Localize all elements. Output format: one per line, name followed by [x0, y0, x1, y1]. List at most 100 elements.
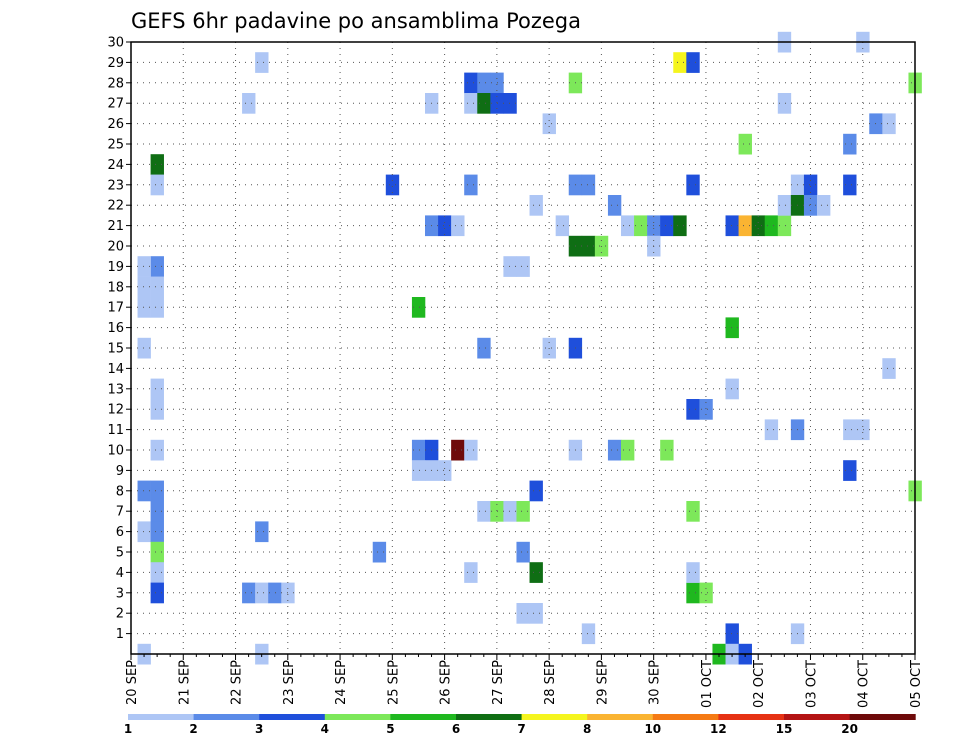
y-tick-label: 26	[107, 117, 124, 132]
precip-cell	[516, 603, 530, 624]
precip-cell	[503, 501, 517, 522]
precip-cell	[411, 297, 426, 318]
chart-title: GEFS 6hr padavine po ansamblima Pozega	[131, 9, 581, 33]
x-tick-label: 30 SEP	[648, 660, 663, 705]
precip-cell	[764, 215, 779, 237]
precip-cell	[451, 439, 465, 461]
precip-cell	[686, 501, 700, 522]
precip-cell	[150, 439, 164, 461]
y-tick-label: 12	[107, 403, 124, 418]
colorbar-label: 10	[644, 722, 661, 736]
precip-cell	[634, 215, 648, 237]
colorbar-swatch	[652, 714, 719, 720]
y-tick-label: 4	[116, 566, 124, 581]
colorbar-swatch	[784, 714, 851, 720]
x-tick-label: 26 SEP	[439, 660, 454, 705]
precip-cell	[150, 541, 164, 563]
precip-cell	[137, 337, 151, 359]
precip-cell	[242, 582, 256, 604]
precip-cell	[856, 419, 870, 441]
x-tick-label: 05 OCT	[909, 660, 924, 708]
y-tick-label: 11	[107, 423, 124, 438]
colorbar-label: 20	[841, 722, 858, 736]
precip-cell	[581, 235, 596, 257]
precip-cell	[464, 93, 478, 114]
y-tick-label: 6	[116, 525, 124, 540]
precip-cell	[660, 439, 674, 461]
precip-cell	[150, 378, 164, 400]
precip-cell	[268, 582, 282, 604]
colorbar-label: 1	[124, 722, 132, 736]
precip-cell	[817, 195, 831, 216]
precip-cell	[725, 317, 739, 339]
precip-cell	[150, 501, 164, 522]
precip-cell	[843, 174, 857, 196]
colorbar-swatch	[390, 714, 457, 720]
y-tick-label: 9	[116, 464, 124, 479]
colorbar-label: 12	[710, 722, 727, 736]
y-tick-label: 1	[116, 627, 124, 642]
y-tick-label: 16	[107, 321, 124, 336]
y-tick-label: 3	[116, 586, 124, 601]
colorbar-label: 15	[776, 722, 793, 736]
precip-cell	[385, 174, 400, 196]
precip-cell	[137, 480, 151, 502]
colorbar-swatch	[193, 714, 260, 720]
precip-cell	[464, 562, 478, 583]
precip-cell	[150, 521, 164, 543]
precip-cell	[503, 256, 517, 277]
colorbar-swatch	[128, 714, 195, 720]
y-tick-label: 13	[107, 382, 124, 397]
precip-cell	[673, 215, 687, 237]
precip-cell	[150, 480, 164, 502]
y-tick-label: 2	[116, 607, 124, 622]
precip-cell	[725, 623, 739, 645]
y-tick-label: 24	[107, 158, 124, 173]
colorbar-swatch	[456, 714, 523, 720]
y-tick-label: 8	[116, 484, 124, 499]
y-tick-label: 5	[116, 546, 124, 561]
precip-cell	[777, 93, 792, 114]
precip-cell	[777, 195, 792, 216]
precip-cell	[882, 358, 896, 379]
precip-cell	[686, 582, 700, 604]
precip-cell	[477, 72, 491, 94]
precip-cell	[803, 195, 818, 216]
grid-lines	[131, 42, 915, 654]
y-tick-label: 19	[107, 260, 124, 275]
x-tick-label: 02 OCT	[752, 660, 767, 708]
y-tick-label: 10	[107, 444, 124, 459]
precip-cell	[581, 623, 596, 645]
precip-cell	[699, 399, 713, 420]
precip-cell	[451, 215, 465, 237]
precip-cell	[477, 337, 491, 359]
y-tick-label: 7	[116, 505, 124, 520]
precip-cell	[137, 521, 151, 543]
x-tick-label: 20 SEP	[125, 660, 140, 705]
colorbar-label: 2	[189, 722, 197, 736]
precip-cell	[607, 439, 622, 461]
precip-cell	[843, 419, 857, 441]
precip-cell	[738, 133, 752, 155]
precip-cell	[621, 215, 635, 237]
precip-cell	[255, 521, 269, 543]
precip-cell	[150, 297, 164, 318]
precip-cell	[803, 174, 818, 196]
precip-cell	[764, 419, 779, 441]
precip-cell	[843, 460, 857, 481]
precip-cell	[464, 439, 478, 461]
precip-cell	[137, 297, 151, 318]
y-tick-label: 30	[107, 36, 124, 51]
y-tick-label: 22	[107, 199, 124, 214]
precip-cell	[725, 378, 739, 400]
precip-cell	[686, 174, 700, 196]
precip-cell	[660, 215, 674, 237]
y-tick-label: 15	[107, 342, 124, 357]
precip-cell	[150, 276, 164, 298]
colorbar-swatch	[587, 714, 654, 720]
precip-cell	[150, 399, 164, 420]
precip-cell	[751, 215, 766, 237]
precip-cell	[673, 52, 687, 73]
colorbar-label: 6	[452, 722, 460, 736]
precip-cell	[464, 174, 478, 196]
